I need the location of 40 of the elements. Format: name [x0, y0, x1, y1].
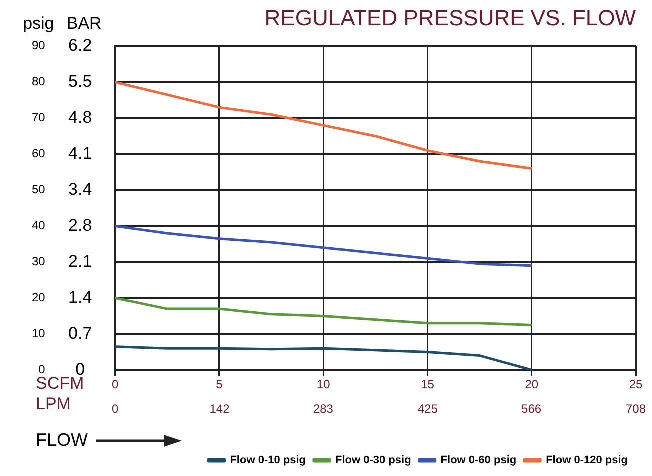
- y2-tick-label: 2.8: [68, 216, 92, 235]
- y2-tick-label: 5.5: [68, 72, 92, 92]
- x2-axis-title: LPM: [36, 394, 71, 414]
- x-tick-label: 15: [421, 378, 435, 392]
- y-tick-label: 0: [38, 362, 46, 377]
- y-tick-label: 20: [32, 290, 46, 305]
- y-tick-label: 60: [32, 146, 46, 161]
- y-tick-label: 10: [32, 326, 46, 341]
- chart-title: REGULATED PRESSURE VS. FLOW: [264, 5, 636, 30]
- y-tick-label: 50: [32, 182, 46, 197]
- y-tick-label: 80: [32, 74, 46, 89]
- x2-tick-label: 0: [112, 402, 120, 416]
- y2-tick-label: 2.1: [68, 252, 92, 271]
- text: FLOW: [36, 430, 88, 451]
- y2-tick-label: 0.7: [68, 324, 92, 343]
- x2-tick-label: 142: [210, 402, 230, 416]
- legend-label: Flow 0-120 psig: [546, 454, 628, 467]
- x-tick-label: 10: [316, 378, 331, 392]
- x-tick-label: 25: [629, 378, 643, 392]
- y2-tick-label: 4.8: [68, 108, 92, 128]
- y-axis-title: psig: [23, 14, 54, 34]
- x2-tick-label: 425: [418, 402, 438, 416]
- y-tick-label: 90: [32, 38, 46, 53]
- y2-axis-title: BAR: [66, 14, 102, 34]
- x-tick-label: 20: [525, 378, 539, 392]
- y-tick-label: 70: [32, 110, 46, 125]
- x-tick-label: 5: [216, 378, 224, 392]
- x-tick-label: 0: [112, 378, 120, 392]
- y2-tick-label: 1.4: [68, 288, 92, 307]
- y2-tick-label: 3.4: [68, 180, 92, 200]
- y-tick-label: 30: [32, 254, 46, 269]
- y2-tick-label: 4.1: [68, 144, 92, 164]
- x2-tick-label: 283: [313, 402, 334, 416]
- x2-tick-label: 708: [626, 402, 646, 416]
- legend-label: Flow 0-60 psig: [440, 454, 517, 467]
- y-tick-label: 40: [32, 218, 46, 233]
- y2-tick-label: 6.2: [68, 36, 92, 56]
- x2-tick-label: 566: [522, 402, 542, 416]
- legend-label: Flow 0-10 psig: [230, 454, 306, 467]
- legend-label: Flow 0-30 psig: [336, 454, 412, 467]
